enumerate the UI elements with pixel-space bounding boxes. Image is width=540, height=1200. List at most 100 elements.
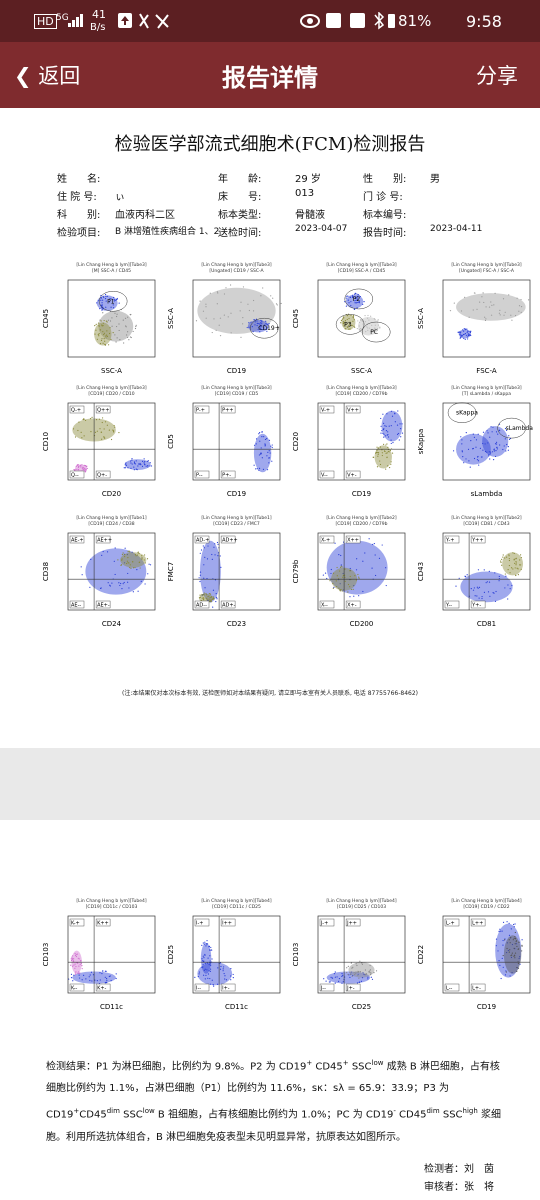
event-dot [515,558,517,560]
event-dot [498,312,500,314]
event-dot [357,974,359,977]
event-dot [344,328,346,330]
event-dot [518,948,520,950]
field-value: 血液丙科二区 [115,210,175,221]
event-dot [352,588,354,590]
event-dot [478,586,481,588]
event-dot [463,337,465,339]
event-dot [76,953,78,955]
event-dot [489,595,491,597]
event-dot [346,971,348,974]
event-dot [103,437,106,439]
event-dot [133,469,135,471]
event-dot [84,419,87,422]
event-dot [467,334,469,336]
event-dot [211,331,213,334]
event-dot [353,319,355,321]
plot-header: [CD19] CD200 / CD79b [335,521,387,527]
gate-label: P1 [107,298,115,305]
event-dot [208,593,210,595]
cloud [74,464,88,473]
gate-box [220,470,236,479]
event-dot [262,328,264,331]
event-dot [135,325,137,328]
event-dot [349,321,351,323]
event-dot [348,328,350,330]
field-label: 报告时间: [363,228,407,239]
event-dot [462,333,465,336]
event-dot [136,554,139,556]
gate-box [194,983,210,992]
event-dot [259,327,261,330]
event-dot [71,956,73,958]
event-dot [334,982,336,984]
event-dot [126,553,128,556]
event-dot [477,460,480,462]
event-dot [495,443,498,445]
event-dot [479,447,481,449]
event-dot [469,466,471,468]
event-dot [377,455,379,457]
event-dot [267,327,269,329]
event-dot [70,964,72,966]
event-dot [141,558,143,560]
event-dot [381,452,383,454]
event-dot [107,344,110,346]
y-axis-label: CD45 [42,309,50,328]
share-button[interactable]: 分享 [476,64,518,88]
event-dot [262,287,264,289]
event-dot [353,308,355,310]
event-dot [137,590,139,592]
event-dot [106,979,108,981]
event-dot [90,431,92,433]
event-dot [256,320,258,322]
cloud [345,294,364,309]
event-dot [210,964,212,966]
event-dot [199,596,201,598]
event-dot [128,587,130,589]
event-dot [116,337,118,339]
event-dot [83,435,85,437]
gate-box [470,918,486,927]
event-dot [133,466,135,468]
event-dot [202,599,205,601]
event-dot [490,301,492,303]
event-dot [508,934,511,936]
event-dot [261,431,263,433]
event-dot [147,466,149,468]
event-dot [363,301,365,303]
y-axis-label: CD10 [42,432,50,451]
event-dot [106,982,108,984]
gate-outline [344,288,374,310]
event-dot [214,543,216,545]
event-dot [144,583,146,585]
event-dot [99,319,101,321]
event-dot [482,292,484,294]
event-dot [390,410,393,412]
event-dot [382,413,384,415]
event-dot [371,324,373,326]
event-dot [263,327,265,329]
event-dot [344,576,346,578]
event-dot [259,331,261,333]
event-dot [139,462,141,465]
event-dot [357,320,359,322]
event-dot [469,331,472,334]
event-dot [74,967,76,969]
report-page-1: 检验医学部流式细胞术(FCM)检测报告 (注:本结果仅对本次标本有效, 送检医师… [0,108,540,748]
event-dot [74,436,77,438]
event-dot [263,324,266,326]
event-dot [198,597,201,599]
event-dot [513,558,515,560]
event-dot [388,425,390,427]
event-dot [476,459,479,461]
event-dot [258,454,261,456]
scatter-cloud [455,552,524,603]
event-dot [242,323,244,325]
event-dot [354,296,356,298]
event-dot [202,955,204,957]
event-dot [105,334,108,336]
back-button[interactable]: ❮ 返回 [14,64,81,88]
event-dot [104,976,106,978]
event-dot [96,430,98,432]
